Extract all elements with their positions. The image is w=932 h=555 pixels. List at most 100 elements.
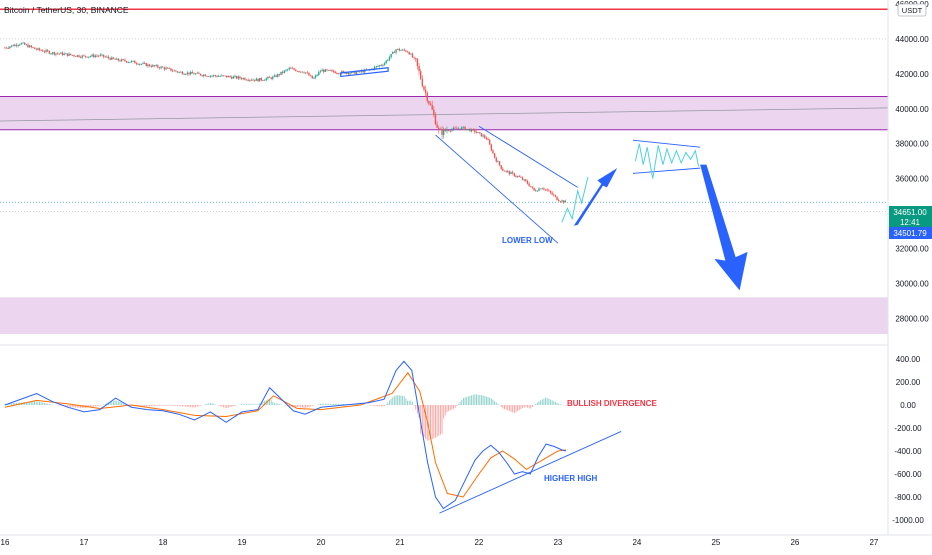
candle-body-63: [107, 56, 110, 59]
candle-body-237: [393, 51, 396, 53]
candle-body-54: [93, 54, 95, 57]
candle-body-43: [74, 56, 77, 57]
price-tick-5: 36000.00: [895, 175, 929, 184]
candle-body-307: [508, 171, 511, 175]
candle-body-137: [229, 76, 231, 77]
candle-body-3: [9, 46, 11, 48]
candle-body-336: [556, 196, 558, 201]
candle-body-270: [447, 130, 450, 132]
candle-body-100: [168, 67, 171, 69]
candle-body-219: [364, 69, 366, 73]
candle-body-171: [285, 69, 287, 71]
candle-body-228: [378, 65, 381, 67]
candle-body-195: [324, 69, 327, 72]
candle-body-75: [127, 62, 129, 63]
candle-body-66: [112, 57, 115, 59]
candle-body-158: [263, 80, 266, 81]
currency-badge[interactable]: USDT: [897, 3, 927, 17]
time-axis[interactable]: 16 17 18 19 20 21 22 23 24 25 26 27: [1, 538, 879, 547]
candle-body-249: [413, 57, 415, 59]
time-tick-4: 20: [317, 538, 326, 547]
macd-axis[interactable]: 400.00 200.00 0.00 -200.00 -400.00 -600.00 -80…: [892, 355, 924, 525]
candle-body-59: [101, 54, 103, 56]
candle-body-148: [247, 79, 249, 81]
macd-line: [4, 360, 566, 510]
last-price-badge-bg: [889, 206, 932, 229]
candle-body-28: [50, 53, 52, 55]
candle-body-147: [245, 79, 248, 81]
last-price-value: 34651.00: [893, 208, 927, 217]
candle-body-13: [25, 44, 28, 46]
candle-body-175: [291, 68, 294, 70]
candle-body-114: [191, 71, 194, 74]
candle-body-69: [117, 58, 120, 61]
macd-tick-0: 400.00: [896, 355, 921, 364]
candle-body-268: [444, 128, 447, 131]
candle-body-214: [355, 72, 358, 74]
candle-body-323: [534, 190, 537, 192]
candle-body-230: [382, 65, 384, 66]
candle-body-321: [531, 187, 534, 188]
candle-body-184: [306, 72, 309, 74]
candle-body-25: [45, 50, 47, 52]
candle-body-275: [456, 127, 458, 129]
candle-body-208: [346, 72, 348, 74]
candle-body-192: [319, 71, 322, 73]
candle-body-274: [454, 127, 456, 129]
candle-body-128: [214, 75, 217, 77]
candle-body-209: [347, 72, 350, 75]
candle-body-278: [461, 127, 463, 130]
candle-body-328: [543, 188, 545, 190]
candle-body-73: [124, 59, 126, 62]
candle-body-172: [286, 69, 289, 71]
macd-tick-3: -200.00: [894, 424, 922, 433]
candle-body-272: [451, 129, 453, 131]
candle-body-4: [10, 45, 13, 47]
candle-body-106: [178, 71, 180, 73]
candle-body-167: [278, 74, 281, 75]
chart-title: Bitcoin / TetherUS, 30, BINANCE: [4, 5, 129, 15]
candle-body-315: [521, 177, 524, 180]
candle-body-140: [234, 76, 236, 77]
candle-body-40: [70, 53, 72, 55]
candle-body-186: [309, 75, 312, 77]
candle-body-46: [79, 56, 82, 58]
candle-body-241: [400, 50, 402, 51]
candle-body-236: [392, 51, 394, 54]
candle-body-125: [209, 75, 212, 77]
candle-body-181: [301, 71, 304, 73]
candle-body-229: [380, 65, 382, 66]
candle-body-246: [408, 51, 410, 55]
candle-body-145: [242, 78, 244, 80]
candle-body-198: [329, 69, 332, 71]
candle-body-226: [375, 66, 378, 68]
candle-body-166: [277, 74, 279, 77]
macd-lines: [4, 360, 622, 514]
candle-body-291: [482, 135, 484, 137]
candle-body-41: [71, 54, 74, 56]
bar-countdown: 12:41: [900, 218, 921, 227]
candle-body-91: [153, 65, 156, 67]
candle-body-81: [137, 63, 139, 65]
candle-body-45: [78, 55, 80, 57]
secondary-price-value: 34501.79: [893, 229, 927, 238]
price-tick-1: 44000.00: [895, 35, 929, 44]
candle-body-303: [502, 168, 504, 171]
channel-lower-line: [435, 134, 559, 244]
candle-body-52: [89, 56, 92, 58]
zone-0: [0, 96, 888, 130]
candle-body-329: [544, 189, 547, 191]
candle-body-142: [237, 76, 240, 79]
candle-body-112: [188, 72, 190, 75]
candle-body-87: [147, 64, 149, 67]
candle-body-38: [66, 53, 69, 56]
candle-body-68: [116, 58, 118, 60]
candle-body-276: [457, 128, 460, 130]
candle-body-27: [48, 51, 51, 54]
candle-body-101: [170, 68, 172, 71]
candle-body-131: [219, 76, 221, 77]
candle-body-6: [14, 44, 16, 47]
